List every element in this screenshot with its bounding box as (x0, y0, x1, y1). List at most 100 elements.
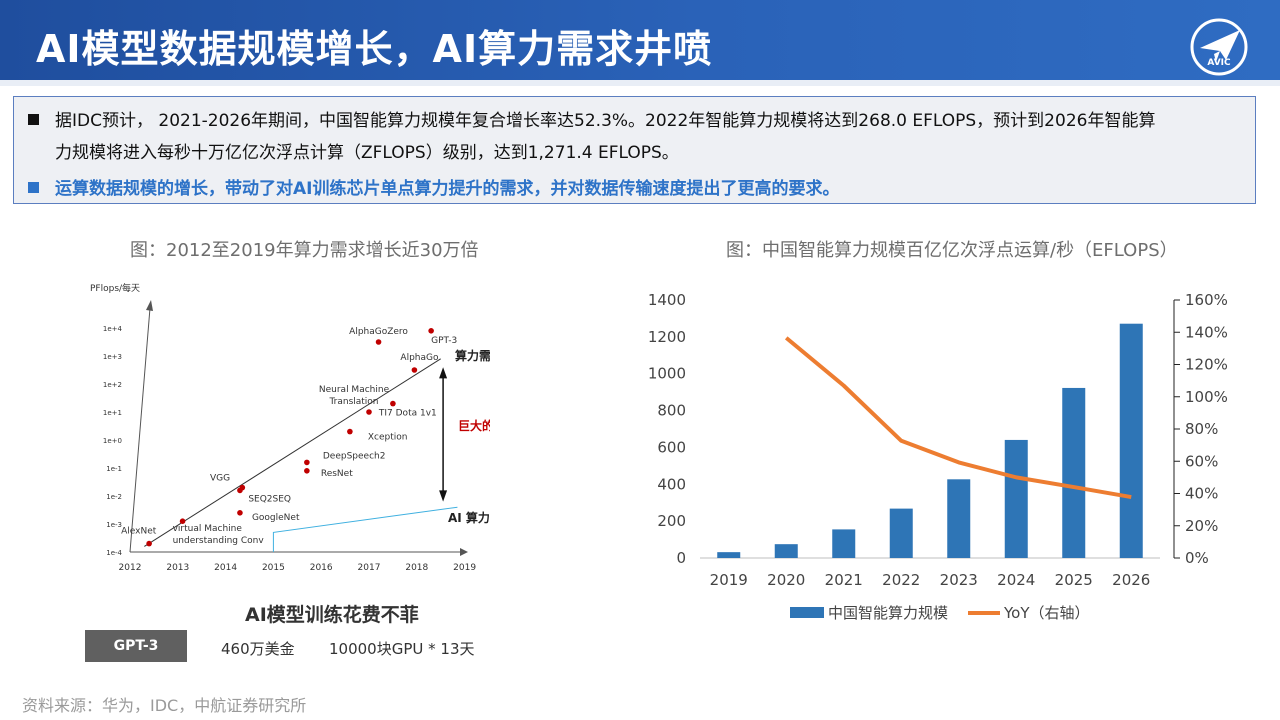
bar (1062, 387, 1086, 558)
left-y-tick-label: 1400 (648, 291, 686, 309)
gpt3-badge: GPT-3 (85, 630, 187, 662)
x-tick-label: 2018 (405, 563, 428, 573)
right-y-tick-label: 160% (1185, 291, 1228, 309)
bar (717, 552, 741, 558)
left-y-tick-label: 1000 (648, 365, 686, 383)
gap-arrow-down-icon (439, 490, 448, 502)
x-tick-label: 2016 (310, 563, 333, 573)
china-ai-compute-chart: 0 200 400 600 800 1000 1200 1400 0% 20% 40% 60% 80% 1… (648, 291, 1228, 622)
compute-demand-annotation: 算力需求 (455, 348, 490, 363)
x-tick-label: 2023 (940, 571, 978, 589)
left-y-tick-label: 1200 (648, 328, 686, 346)
bar (889, 508, 913, 558)
data-point (146, 540, 152, 547)
bar (947, 479, 971, 558)
point-label: AlphaGo (400, 353, 439, 363)
bullet-square-icon (28, 114, 39, 125)
data-point (179, 518, 186, 524)
right-y-tick-label: 20% (1185, 517, 1218, 535)
gap-arrow-up-icon (439, 367, 448, 379)
x-axis-arrow-icon (460, 548, 468, 556)
bar (1004, 439, 1028, 558)
left-figure-title: 图：2012至2019年算力需求增长近30万倍 (130, 240, 479, 261)
x-tick-label: 2025 (1055, 571, 1093, 589)
ai-growth-annotation: AI 算力增长速度 (448, 510, 490, 525)
x-tick-label: 2017 (358, 563, 381, 573)
x-tick-label: 2026 (1112, 571, 1150, 589)
point-label: AlexNet (121, 527, 157, 537)
compute-demand-chart: 2012 2013 2014 2015 2016 2017 2018 2019 1e-4 1e-3… (90, 282, 490, 573)
point-label: DeepSpeech2 (323, 451, 386, 461)
legend-bar-label: 中国智能算力规模 (828, 604, 948, 622)
point-label: GoogleNet (252, 513, 300, 523)
title-bar: AI模型数据规模增长，AI算力需求井喷 AVIC (0, 0, 1280, 86)
legend-line-label: YoY（右轴） (1003, 604, 1090, 622)
x-tick-label: 2020 (767, 571, 805, 589)
y-tick-label: 1e-4 (106, 549, 122, 557)
x-tick-label: 2013 (166, 563, 189, 573)
right-y-tick-label: 100% (1185, 388, 1228, 406)
data-point (237, 510, 243, 516)
point-label: TI7 Dota 1v1 (378, 409, 437, 419)
x-tick-label: 2012 (119, 563, 142, 573)
point-label: GPT-3 (431, 336, 457, 346)
x-tick-label: 2014 (214, 563, 237, 573)
data-point (411, 367, 418, 373)
left-y-tick-label: 0 (676, 549, 686, 567)
summary-bullet-1: 据IDC预计， 2021-2026年期间，中国智能算力规模年复合增长率达52.3… (28, 105, 1243, 169)
bar (774, 544, 798, 558)
point-label: VGG (210, 473, 230, 483)
point-label: AlphaGoZero (349, 327, 408, 337)
left-y-axis-label: PFlops/每天 (90, 282, 140, 294)
ai-growth-line (272, 506, 458, 552)
bar (1119, 323, 1143, 558)
data-point (375, 339, 382, 345)
right-y-tick-label: 0% (1185, 549, 1209, 567)
legend-bar-swatch (790, 607, 824, 618)
left-y-tick-label: 800 (657, 402, 686, 420)
point-label: SEQ2SEQ (248, 495, 291, 505)
data-point (304, 468, 310, 474)
summary-bullet-2: 运算数据规模的增长，带动了对AI训练芯片单点算力提升的需求，并对数据传输速度提出… (28, 173, 839, 205)
x-tick-label: 2019 (710, 571, 748, 589)
x-tick-label: 2024 (997, 571, 1035, 589)
right-y-tick-label: 40% (1185, 485, 1218, 503)
y-tick-label: 1e-2 (106, 493, 122, 501)
x-tick-label: 2021 (825, 571, 863, 589)
y-tick-label: 1e+0 (103, 437, 122, 445)
cost-value: 460万美金 (221, 640, 295, 658)
compute-value: 10000块GPU * 13天 (329, 640, 475, 658)
right-y-tick-label: 60% (1185, 452, 1218, 470)
y-tick-label: 1e+2 (103, 381, 122, 389)
bullet-square-icon (28, 182, 39, 193)
y-tick-label: 1e+1 (103, 409, 122, 417)
summary-line-1: 据IDC预计， 2021-2026年期间，中国智能算力规模年复合增长率达52.3… (55, 111, 1156, 131)
y-tick-label: 1e+3 (103, 353, 122, 361)
right-figure-title: 图：中国智能算力规模百亿亿次浮点运算/秒（EFLOPS） (726, 240, 1178, 261)
x-tick-label: 2015 (262, 563, 285, 573)
gap-annotation: 巨大的GAP (458, 418, 490, 433)
left-y-tick-label: 200 (657, 512, 686, 530)
y-tick-label: 1e-3 (106, 521, 122, 529)
data-point (366, 409, 372, 415)
data-point (304, 459, 310, 466)
avic-logo-icon: AVIC (1190, 18, 1248, 76)
data-point (347, 428, 353, 435)
cost-title: AI模型训练花费不菲 (245, 604, 419, 626)
bar (832, 529, 856, 558)
right-y-tick-label: 80% (1185, 420, 1218, 438)
logo-text: AVIC (1207, 58, 1231, 68)
yoy-line (784, 336, 1132, 500)
left-y-tick-label: 600 (657, 438, 686, 456)
point-label: Xception (368, 433, 408, 443)
summary-line-2: 力规模将进入每秒十万亿亿次浮点计算（ZFLOPS）级别，达到1,271.4 EF… (55, 143, 679, 163)
summary-box: 据IDC预计， 2021-2026年期间，中国智能算力规模年复合增长率达52.3… (13, 96, 1256, 204)
trend-line (144, 358, 441, 547)
right-y-tick-label: 120% (1185, 356, 1228, 374)
right-y-tick-label: 140% (1185, 323, 1228, 341)
source-note: 资料来源：华为，IDC，中航证券研究所 (22, 696, 307, 715)
point-label: Neural Machine Translation (319, 385, 390, 407)
y-tick-label: 1e+4 (103, 325, 123, 333)
data-point (390, 400, 396, 407)
summary-line-3: 运算数据规模的增长，带动了对AI训练芯片单点算力提升的需求，并对数据传输速度提出… (55, 179, 840, 199)
